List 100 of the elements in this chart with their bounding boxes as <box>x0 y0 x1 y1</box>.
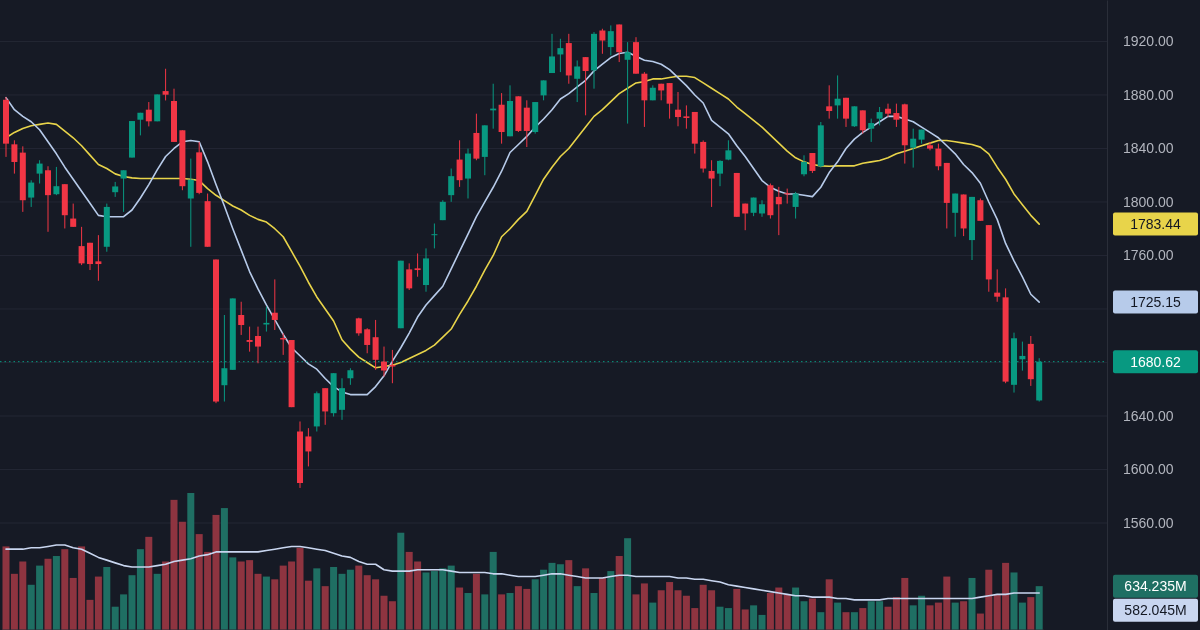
candlestick <box>238 301 245 336</box>
text: 1783.44 <box>1130 216 1182 233</box>
candlestick <box>53 166 60 196</box>
candlestick <box>70 203 77 228</box>
bar <box>397 532 405 630</box>
bar <box>61 549 69 630</box>
bar <box>212 514 220 630</box>
y-tick-label: 1760.00 <box>1123 247 1174 264</box>
y-tick-label: 1840.00 <box>1123 140 1174 157</box>
bar <box>607 571 615 630</box>
candlestick <box>809 152 816 174</box>
bar <box>960 601 968 630</box>
candlestick <box>624 41 631 125</box>
bar <box>800 601 808 630</box>
candlestick <box>246 326 253 353</box>
bar <box>808 598 816 630</box>
bar <box>598 577 606 630</box>
candlestick <box>666 82 673 120</box>
candlestick <box>145 101 152 127</box>
candlestick <box>28 179 35 208</box>
candlestick <box>406 262 413 291</box>
candlestick <box>977 198 984 222</box>
bar <box>489 551 497 630</box>
candlestick <box>120 169 127 213</box>
candlestick <box>885 103 891 118</box>
bar <box>565 560 573 630</box>
candlestick <box>742 203 749 231</box>
candlestick <box>162 68 169 101</box>
text: 1725.15 <box>1130 293 1182 310</box>
bar <box>456 587 464 630</box>
candlestick <box>910 128 917 169</box>
candlestick <box>557 38 564 73</box>
candlestick <box>322 387 329 426</box>
candlestick <box>11 139 18 175</box>
candlestick <box>187 158 194 248</box>
candlestick <box>95 234 102 282</box>
candlestick <box>540 79 547 101</box>
text: 634.235M <box>1124 578 1187 595</box>
bar <box>44 558 52 630</box>
bar <box>52 556 60 630</box>
candlestick <box>859 109 866 135</box>
candlestick <box>843 97 849 128</box>
y-tick-label: 1560.00 <box>1123 514 1174 531</box>
candlestick <box>927 141 933 151</box>
candlestick <box>952 193 959 238</box>
candlestick <box>834 74 841 120</box>
bar <box>624 538 632 630</box>
candlestick <box>36 159 43 185</box>
bar <box>447 565 455 630</box>
candlestick <box>826 84 833 120</box>
candlestick <box>364 327 371 354</box>
candlestick <box>801 154 807 177</box>
bar <box>145 536 153 630</box>
candlestick <box>708 159 715 208</box>
candlestick <box>792 191 799 220</box>
candlestick <box>784 188 791 205</box>
bar <box>741 609 749 630</box>
candlestick <box>1019 341 1026 372</box>
y-tick-label: 1640.00 <box>1123 407 1174 424</box>
candlestick <box>599 28 606 55</box>
candlestick <box>271 278 278 331</box>
candlestick <box>717 159 723 187</box>
candlestick <box>582 56 589 116</box>
bar <box>850 612 858 630</box>
bar <box>498 594 506 630</box>
bar <box>792 587 800 630</box>
candlestick <box>574 59 581 103</box>
bar <box>1035 586 1043 630</box>
candlestick <box>339 377 345 421</box>
candlestick <box>431 223 438 249</box>
candlestick <box>851 105 858 128</box>
bar <box>783 594 791 630</box>
text: 582.045M <box>1124 602 1187 619</box>
candlestick <box>87 242 93 271</box>
bar <box>582 568 590 630</box>
bar <box>162 561 170 630</box>
bar <box>590 593 598 630</box>
bar <box>321 586 329 630</box>
bar <box>313 568 321 630</box>
bar <box>271 579 279 630</box>
bar <box>103 566 111 630</box>
bar <box>330 566 338 630</box>
bar <box>842 612 850 630</box>
bar <box>758 614 766 630</box>
ref-line-label: 1680.62 <box>1130 353 1182 370</box>
bar <box>968 577 976 630</box>
candlestick <box>372 319 379 371</box>
bar <box>481 594 489 630</box>
bar <box>649 602 657 630</box>
candlestick <box>448 168 455 203</box>
bar <box>472 573 480 630</box>
candlestick <box>868 118 875 143</box>
bar <box>825 579 833 630</box>
candlestick <box>935 143 942 171</box>
candlestick <box>759 199 765 218</box>
bar <box>464 593 472 630</box>
y-tick-label: 1800.00 <box>1123 193 1174 210</box>
candlestick <box>305 427 312 467</box>
candlestick <box>255 326 261 364</box>
candlestick <box>456 139 463 188</box>
